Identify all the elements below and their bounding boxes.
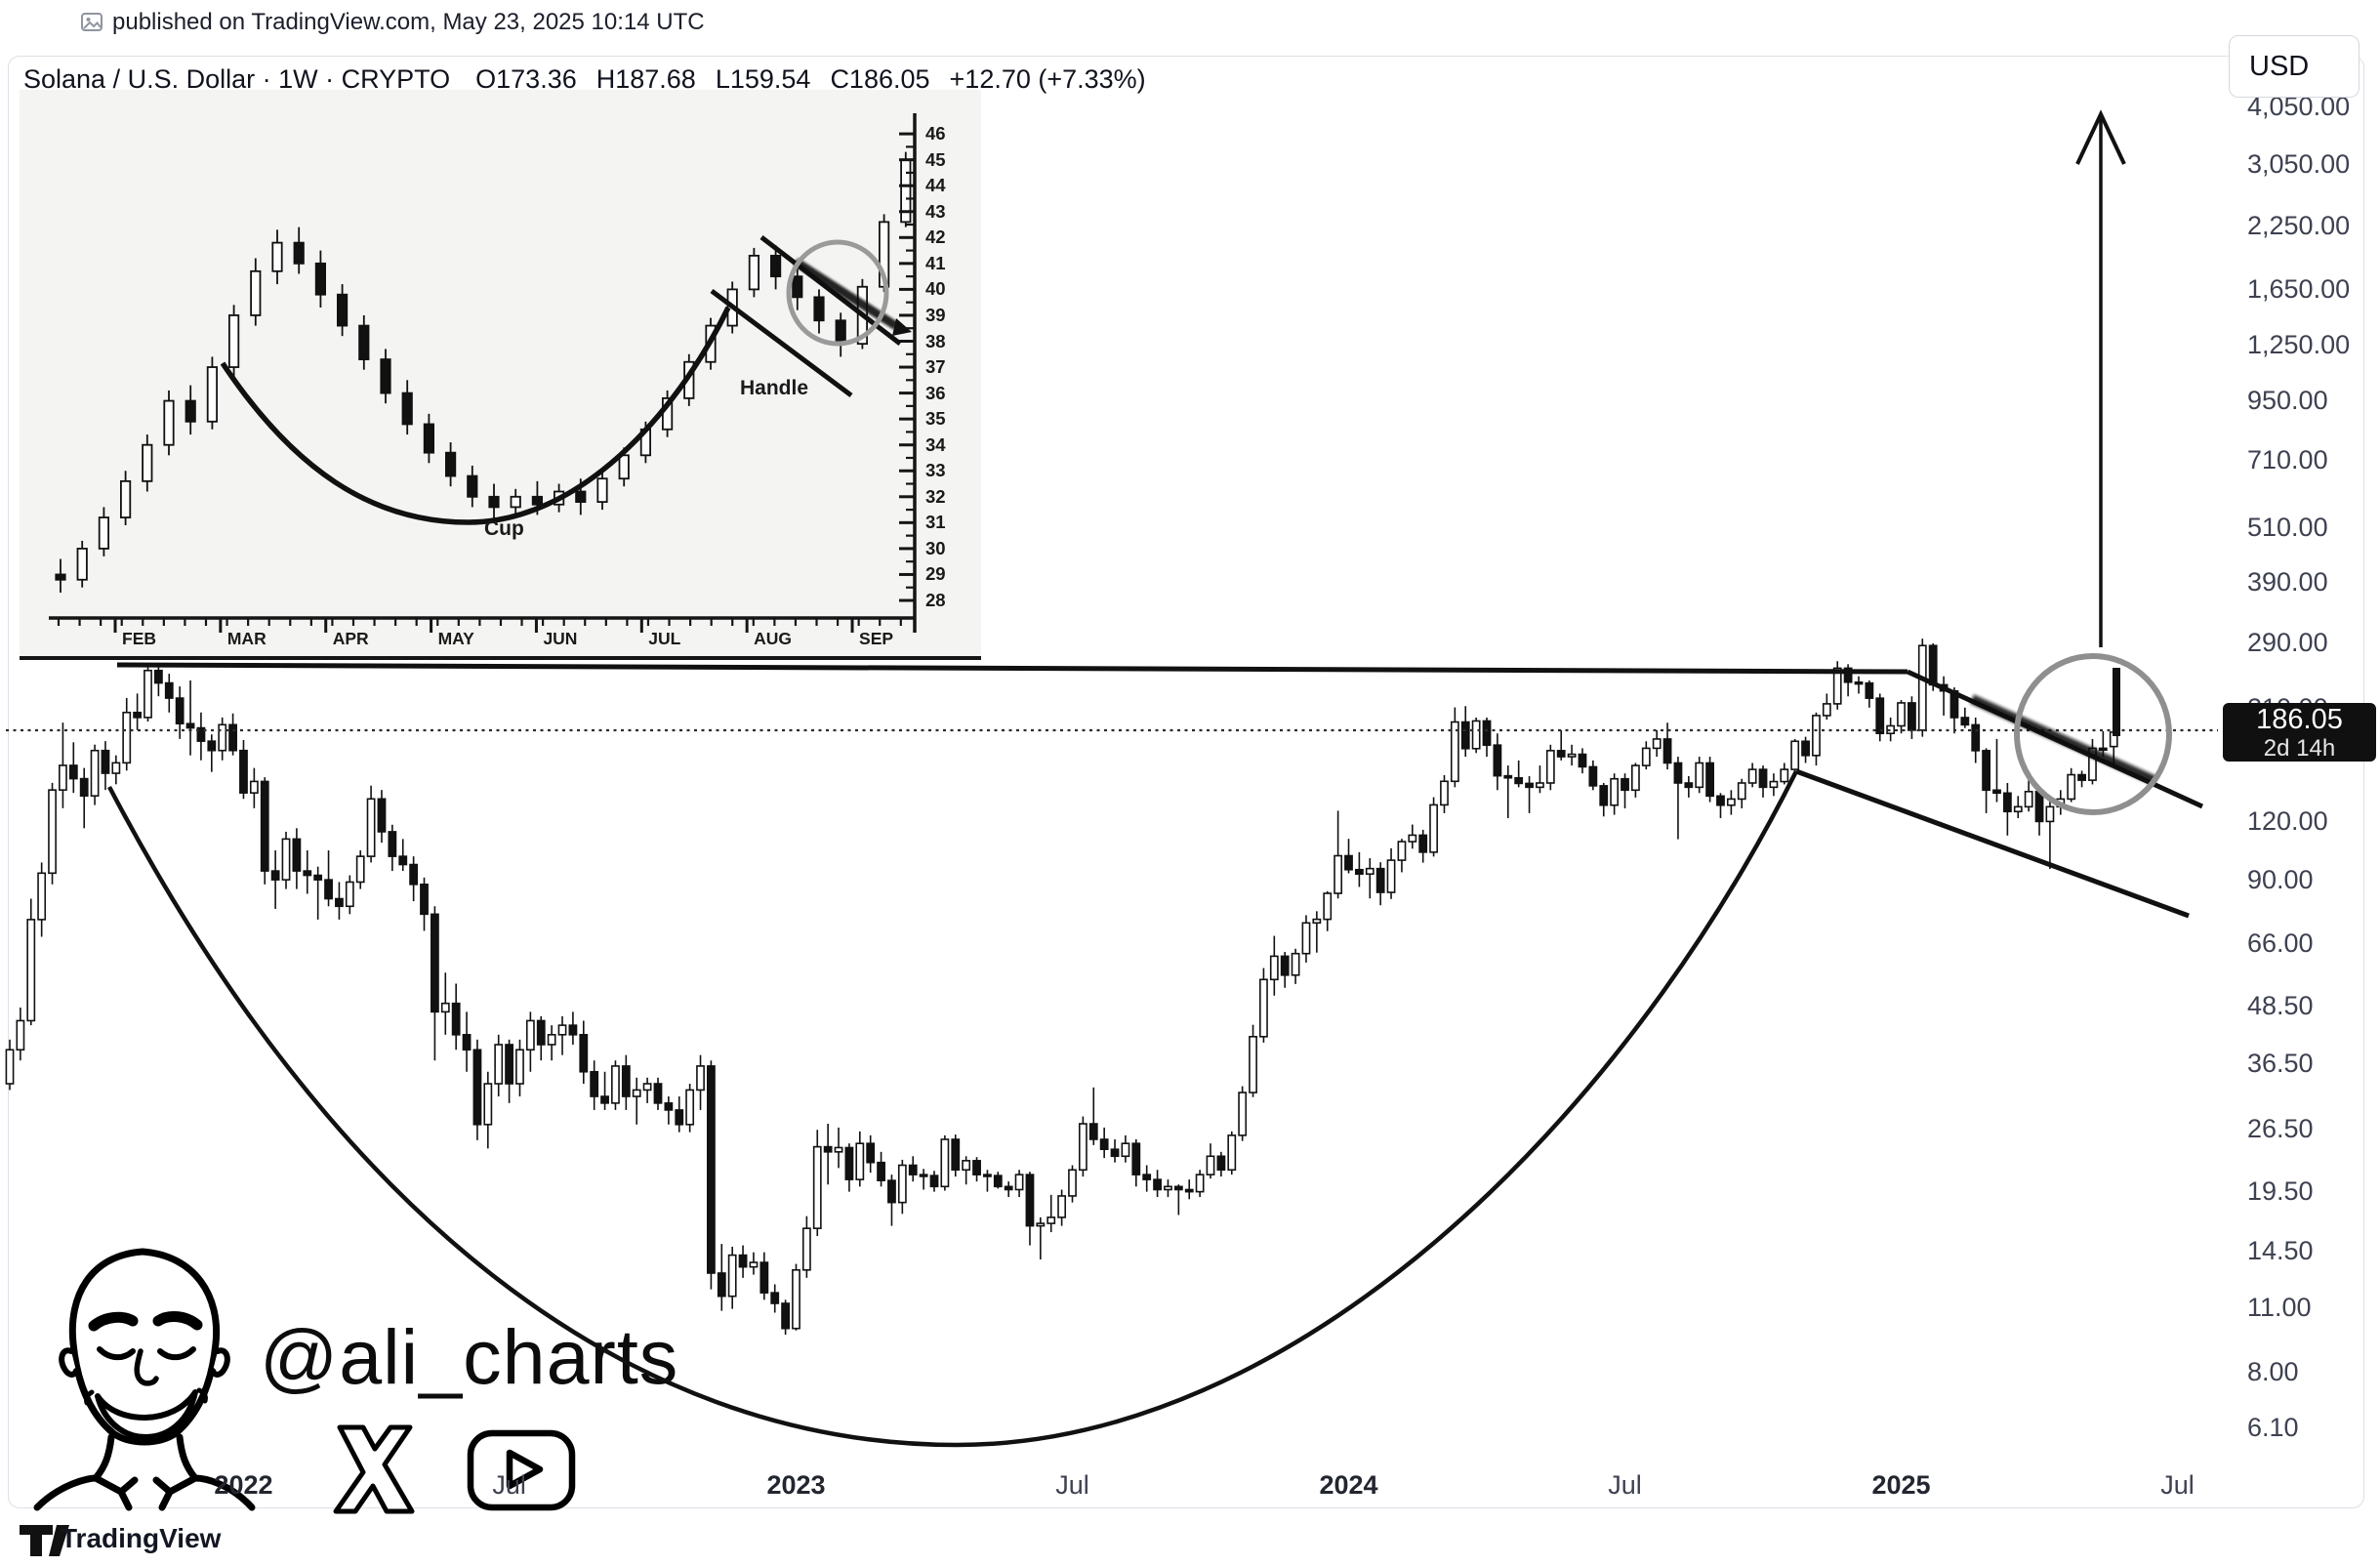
inset-month-label: MAR: [226, 629, 267, 648]
published-bar: published on TradingView.com, May 23, 20…: [80, 8, 705, 37]
ohlc-close: C186.05: [830, 64, 930, 94]
time-scale-label: 2023: [766, 1470, 826, 1500]
chart-header: Solana / U.S. Dollar · 1W · CRYPTO O173.3…: [23, 64, 1166, 95]
inset-price-label: 46: [925, 123, 946, 144]
price-scale-label: 14.50: [2247, 1236, 2314, 1266]
watermark-handle: @ali_charts: [260, 1313, 679, 1400]
inset-cup-curve: [220, 306, 731, 525]
inset-handle-lower: [710, 288, 853, 398]
candlestick-series: [5, 639, 2118, 1336]
avatar-drawing: [33, 1248, 256, 1511]
price-scale-label: 950.00: [2247, 386, 2328, 416]
price-scale-label: 19.50: [2247, 1175, 2314, 1206]
price-scale-label: 36.50: [2247, 1049, 2314, 1079]
price-scale-label: 2,250.00: [2247, 210, 2351, 240]
inset-month-label: MAY: [437, 629, 474, 648]
inset-price-label: 45: [925, 148, 946, 170]
inset-month-label: FEB: [122, 629, 156, 648]
inset-month-label: JUL: [648, 629, 681, 648]
time-scale-label: 2022: [214, 1470, 273, 1500]
resistance-trendline[interactable]: [116, 662, 1908, 675]
inset-month-label: SEP: [859, 629, 894, 648]
inset-month-label: APR: [332, 629, 369, 648]
inset-price-label: 36: [925, 382, 946, 403]
cup-annotation: Cup: [484, 517, 524, 540]
inset-price-label: 43: [925, 200, 946, 222]
inset-breakout-circle: [786, 239, 889, 347]
price-scale-label: 710.00: [2247, 445, 2328, 475]
currency-button[interactable]: USD: [2229, 35, 2359, 98]
price-scale-label: 3,050.00: [2247, 148, 2351, 179]
price-scale-label: 120.00: [2247, 806, 2328, 837]
time-scale-label: Jul: [2160, 1470, 2195, 1500]
inset-price-label: 41: [925, 252, 946, 273]
time-scale-label: Jul: [1055, 1470, 1089, 1500]
price-scale-label: 510.00: [2247, 512, 2328, 542]
handle-annotation: Handle: [740, 377, 809, 399]
currency-button-label: USD: [2249, 50, 2310, 82]
handle-breakout-marker: [1969, 694, 2158, 786]
pattern-inset-image: Cup Handle FEB MAR APR MAY JUN JUL AUG SEP 28 29…: [20, 90, 981, 660]
price-scale-label: 90.00: [2247, 865, 2314, 895]
arrow-base-bar: [2113, 668, 2120, 736]
ohlc-open: O173.36: [475, 64, 577, 94]
inset-price-label: 38: [925, 330, 946, 351]
inset-price-label: 34: [925, 433, 946, 455]
inset-price-label: 32: [925, 485, 946, 507]
inset-price-label: 35: [925, 408, 946, 430]
price-scale-label: 6.10: [2247, 1412, 2299, 1442]
change-value: +12.70 (+7.33%): [949, 64, 1146, 94]
image-icon: [81, 13, 103, 31]
bar-countdown: 2d 14h: [2263, 735, 2336, 762]
breakout-circle[interactable]: [2014, 653, 2172, 815]
time-scale-label: Jul: [1608, 1470, 1642, 1500]
inset-price-label: 39: [925, 304, 946, 325]
inset-price-label: 44: [925, 175, 946, 196]
inset-price-label: 31: [925, 512, 946, 533]
price-scale-label: 8.00: [2247, 1357, 2299, 1387]
inset-price-label: 33: [925, 460, 946, 481]
tradingview-brand[interactable]: TradingView: [61, 1523, 222, 1553]
inset-price-label: 30: [925, 537, 946, 558]
current-price-value: 186.05: [2256, 704, 2343, 735]
inset-price-label: 29: [925, 563, 946, 585]
time-scale-label: Jul: [492, 1470, 526, 1500]
time-scale-label: 2025: [1871, 1470, 1931, 1500]
time-scale-label: 2024: [1319, 1470, 1378, 1500]
ohlc-low: L159.54: [715, 64, 811, 94]
tradingview-logo-icon[interactable]: [18, 1523, 70, 1558]
price-scale-label: 390.00: [2247, 566, 2328, 597]
price-scale-label: 290.00: [2247, 627, 2328, 657]
price-scale-label: 11.00: [2247, 1292, 2312, 1322]
price-scale-label: 26.50: [2247, 1113, 2314, 1143]
symbol-title[interactable]: Solana / U.S. Dollar · 1W · CRYPTO: [23, 64, 451, 94]
price-scale-label: 1,650.00: [2247, 273, 2351, 304]
inset-price-label: 28: [925, 590, 946, 610]
inset-price-label: 40: [925, 278, 946, 300]
price-scale-label: 66.00: [2247, 927, 2314, 958]
inset-month-label: AUG: [754, 629, 793, 648]
published-text: published on TradingView.com, May 23, 20…: [112, 9, 705, 35]
inset-month-label: JUN: [543, 629, 578, 648]
inset-price-label: 37: [925, 356, 946, 378]
inset-price-label: 42: [925, 227, 946, 248]
cup-curve[interactable]: [107, 769, 1799, 1448]
x-logo-icon: [333, 1424, 415, 1514]
handle-lower-trendline[interactable]: [1795, 768, 2190, 919]
price-scale-label: 1,250.00: [2247, 330, 2351, 360]
inset-drawing: [49, 113, 917, 633]
ohlc-high: H187.68: [595, 64, 696, 94]
current-price-label: 186.05 2d 14h: [2223, 703, 2376, 762]
price-scale-label: 48.50: [2247, 990, 2314, 1020]
arrow-up-icon: [2075, 109, 2126, 165]
inset-breakout-arrowhead: [892, 318, 912, 336]
